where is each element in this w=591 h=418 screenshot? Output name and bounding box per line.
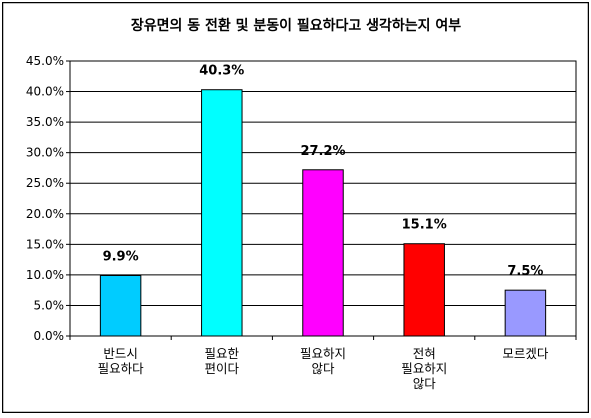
x-tick-label: 않다	[311, 361, 335, 376]
y-tick-label: 10.0%	[26, 268, 64, 282]
y-tick-label: 0.0%	[34, 329, 65, 343]
x-tick-label: 모르겠다	[502, 346, 549, 361]
data-label: 15.1%	[402, 218, 447, 233]
x-tick-label: 필요하지	[401, 361, 447, 376]
x-tick-label: 필요하다	[98, 361, 145, 376]
y-tick-label: 20.0%	[26, 207, 64, 221]
x-tick-label: 않다	[413, 376, 437, 391]
bar	[504, 289, 547, 337]
y-tick-label: 25.0%	[26, 176, 64, 190]
plot-area: 0.0% 5.0% 10.0% 15.0% 20.0% 25.0% 30.0% 35.0% 40…	[26, 54, 577, 391]
x-tick-label: 반드시	[103, 346, 138, 361]
data-label: 7.5%	[507, 264, 543, 279]
bar	[201, 89, 243, 337]
x-tick-label: 필요하지	[300, 346, 346, 361]
y-tick-label: 15.0%	[26, 237, 64, 251]
x-tick-label: 전혀	[413, 346, 436, 361]
data-label: 40.3%	[199, 64, 244, 79]
chart-title: 장유면의 동 전환 및 분동이 필요하다고 생각하는지 여부	[131, 17, 461, 34]
data-label: 9.9%	[103, 250, 139, 265]
y-tick-label: 40.0%	[26, 85, 64, 99]
y-tick-label: 5.0%	[34, 298, 65, 312]
data-label: 27.2%	[300, 144, 345, 159]
x-tick-label: 필요한	[205, 346, 240, 361]
y-tick-label: 45.0%	[26, 54, 64, 68]
y-tick-label: 30.0%	[26, 146, 64, 160]
bar	[302, 169, 344, 337]
bar	[99, 275, 142, 337]
bar	[403, 243, 445, 337]
y-tick-label: 35.0%	[26, 115, 64, 129]
x-tick-label: 편이다	[205, 361, 240, 376]
